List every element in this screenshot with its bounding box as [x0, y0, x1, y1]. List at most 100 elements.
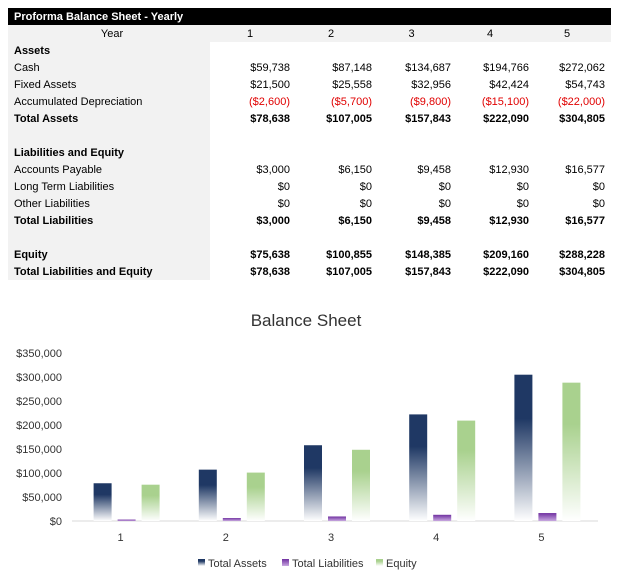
table-row: Other Liabilities $0 $0 $0 $0 $0 — [8, 195, 611, 212]
cell-value: $0 — [277, 197, 290, 210]
cell-value: $0 — [359, 180, 372, 193]
cell-value: $78,638 — [250, 112, 290, 125]
cell-value: $107,005 — [326, 265, 372, 278]
legend-swatch — [198, 559, 205, 566]
cell-value: $0 — [438, 180, 451, 193]
cell-value: $222,090 — [483, 265, 529, 278]
row-label: Fixed Assets — [8, 76, 210, 93]
cell-value: $78,638 — [250, 265, 290, 278]
cell-value: $59,738 — [250, 61, 290, 74]
row-label: Cash — [8, 59, 210, 76]
cell-value: $16,577 — [565, 214, 605, 227]
cell-value: $107,005 — [326, 112, 372, 125]
row-label: Equity — [8, 246, 210, 263]
bar-total-liabilities — [328, 516, 346, 521]
cell-value: $0 — [592, 180, 605, 193]
year-header: 1 — [210, 25, 290, 42]
cell-value: $0 — [359, 197, 372, 210]
cell-value: $304,805 — [559, 265, 605, 278]
x-tick-label: 3 — [328, 532, 334, 544]
cell-value: $288,228 — [559, 248, 605, 261]
table-row: Total Liabilities $3,000 $6,150 $9,458 $12,9… — [8, 212, 611, 229]
x-tick-label: 5 — [538, 532, 544, 544]
cell-value: $32,956 — [411, 78, 451, 91]
bar-total-liabilities — [538, 513, 557, 521]
table-row: Total Assets $78,638 $107,005 $157,843 $222,… — [8, 110, 611, 127]
cell-value: $21,500 — [250, 78, 290, 91]
year-label: Year — [8, 25, 210, 42]
year-header: 2 — [290, 25, 372, 42]
x-tick-label: 1 — [118, 532, 124, 544]
row-label: Accumulated Depreciation — [8, 93, 210, 110]
year-header: 5 — [529, 25, 605, 42]
table-row: Assets — [8, 42, 611, 59]
bar-equity — [246, 472, 265, 521]
table-row: Accounts Payable $3,000 $6,150 $9,458 $12,93… — [8, 161, 611, 178]
row-label: Accounts Payable — [8, 161, 210, 178]
year-header-row: Year 1 2 3 4 5 — [8, 25, 611, 42]
bar-equity — [457, 420, 476, 521]
cell-value: $100,855 — [326, 248, 372, 261]
row-label: Total Liabilities — [8, 212, 210, 229]
y-tick-label: $300,000 — [16, 372, 62, 384]
row-label: Long Term Liabilities — [8, 178, 210, 195]
cell-value: ($5,700) — [331, 95, 372, 108]
y-tick-label: $350,000 — [16, 348, 62, 360]
cell-value: $157,843 — [405, 265, 451, 278]
y-tick-label: $150,000 — [16, 444, 62, 456]
cell-value: $0 — [592, 197, 605, 210]
year-header: 4 — [451, 25, 529, 42]
cell-value: $304,805 — [559, 112, 605, 125]
cell-value: $42,424 — [489, 78, 529, 91]
cell-value: $157,843 — [405, 112, 451, 125]
table-row: Equity $75,638 $100,855 $148,385 $209,160 $28… — [8, 246, 611, 263]
row-label: Liabilities and Equity — [8, 144, 210, 161]
legend-label: Total Liabilities — [292, 558, 364, 570]
y-tick-label: $100,000 — [16, 468, 62, 480]
table-row: Accumulated Depreciation ($2,600) ($5,700)… — [8, 93, 611, 110]
balance-sheet-table: Proforma Balance Sheet - Yearly Year 1 2 3 4… — [8, 8, 611, 280]
cell-value: $272,062 — [559, 61, 605, 74]
cell-value: $0 — [438, 197, 451, 210]
y-tick-label: $200,000 — [16, 420, 62, 432]
bar-total-assets — [409, 414, 428, 521]
legend-swatch — [376, 559, 383, 566]
row-label: Total Liabilities and Equity — [8, 263, 210, 280]
row-label: Total Assets — [8, 110, 210, 127]
cell-value: $9,458 — [417, 163, 451, 176]
table-row — [8, 127, 611, 144]
cell-value: ($9,800) — [410, 95, 451, 108]
bar-total-liabilities — [222, 518, 241, 521]
bar-equity — [352, 449, 370, 521]
table-row: Liabilities and Equity — [8, 144, 611, 161]
x-tick-label: 2 — [223, 532, 229, 544]
bar-equity — [141, 484, 160, 521]
table-row: Long Term Liabilities $0 $0 $0 $0 $0 — [8, 178, 611, 195]
table-row: Total Liabilities and Equity $78,638 $107,… — [8, 263, 611, 280]
cell-value: $134,687 — [405, 61, 451, 74]
bar-total-liabilities — [433, 514, 452, 521]
x-tick-label: 4 — [433, 532, 439, 544]
cell-value: $75,638 — [250, 248, 290, 261]
cell-value: $222,090 — [483, 112, 529, 125]
bar-total-liabilities — [117, 519, 136, 521]
cell-value: $87,148 — [332, 61, 372, 74]
cell-value: $54,743 — [565, 78, 605, 91]
sheet-title: Proforma Balance Sheet - Yearly — [8, 8, 611, 25]
cell-value: $0 — [516, 197, 529, 210]
cell-value: $3,000 — [256, 163, 290, 176]
legend-swatch — [282, 559, 289, 566]
row-label: Other Liabilities — [8, 195, 210, 212]
cell-value: $25,558 — [332, 78, 372, 91]
chart-title: Balance Sheet — [251, 311, 362, 330]
row-label — [8, 229, 210, 246]
bar-total-assets — [93, 483, 112, 521]
bar-total-assets — [198, 469, 217, 521]
cell-value: $148,385 — [405, 248, 451, 261]
cell-value: $0 — [277, 180, 290, 193]
bar-equity — [562, 382, 581, 521]
cell-value: $9,458 — [417, 214, 451, 227]
cell-value: ($15,100) — [481, 95, 529, 108]
cell-value: $12,930 — [489, 214, 529, 227]
y-tick-label: $50,000 — [22, 492, 62, 504]
